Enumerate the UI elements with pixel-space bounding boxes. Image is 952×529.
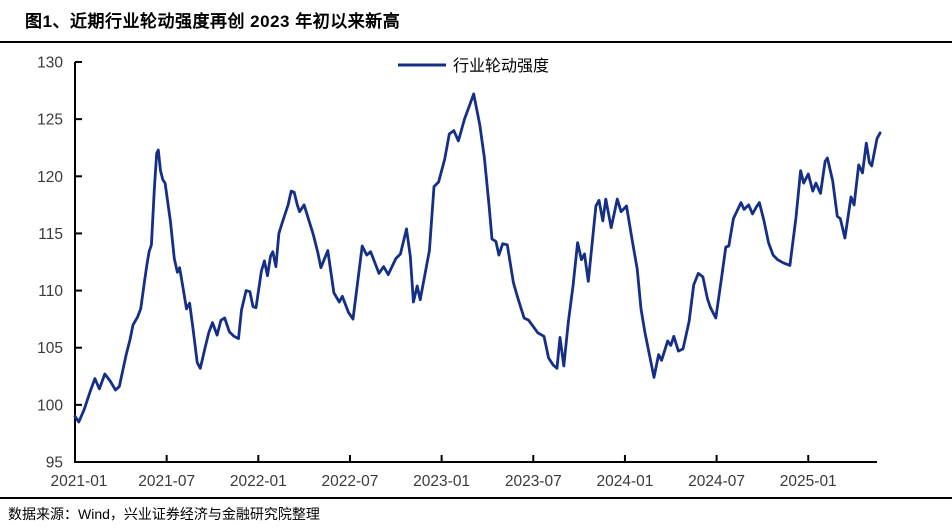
x-tick-label: 2023-01 bbox=[413, 473, 470, 490]
line-chart: 95 100 105 110 115 120 125 130 2021-01 2021-07 202… bbox=[37, 55, 882, 490]
y-tick-label: 120 bbox=[37, 169, 63, 186]
y-tick-label: 115 bbox=[38, 226, 63, 243]
y-tick-label: 100 bbox=[37, 397, 63, 414]
x-tick-label: 2024-07 bbox=[688, 473, 745, 490]
y-tick-label: 125 bbox=[37, 112, 63, 129]
chart-title: 图1、近期行业轮动强度再创 2023 年初以来新高 bbox=[25, 12, 401, 31]
x-tick-label: 2022-01 bbox=[230, 473, 287, 490]
y-tick-label: 130 bbox=[37, 55, 63, 72]
y-tick-label: 105 bbox=[37, 340, 63, 357]
title-divider bbox=[0, 41, 952, 43]
x-tick-label: 2022-07 bbox=[322, 473, 379, 490]
axis-lines bbox=[74, 62, 877, 463]
y-tick-label: 110 bbox=[38, 283, 63, 300]
data-source-note: 数据来源：Wind，兴业证券经济与金融研究院整理 bbox=[8, 506, 320, 522]
x-tick-label: 2021-07 bbox=[138, 473, 195, 490]
x-tick-label: 2023-07 bbox=[505, 473, 562, 490]
legend-label: 行业轮动强度 bbox=[453, 57, 549, 75]
y-tick-label: 95 bbox=[46, 455, 63, 472]
x-tick-label: 2021-01 bbox=[51, 473, 108, 490]
series-line-rotation-strength bbox=[73, 92, 882, 424]
x-tick-label: 2024-01 bbox=[596, 473, 653, 490]
x-tick-label: 2025-01 bbox=[780, 473, 837, 490]
footer-divider bbox=[0, 497, 952, 499]
